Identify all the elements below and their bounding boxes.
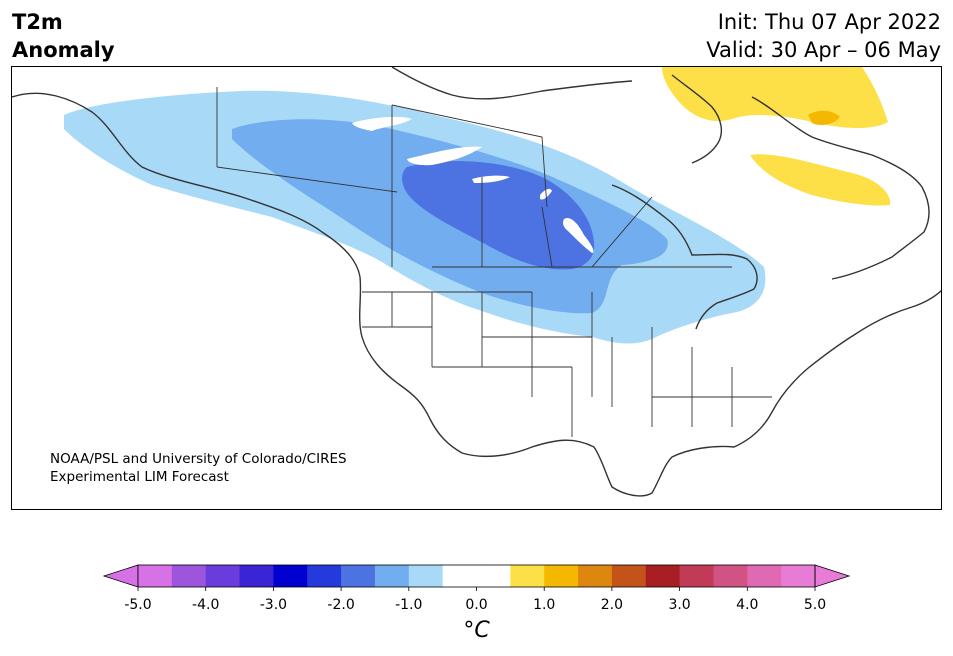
colorbar-cell: [578, 565, 613, 587]
colorbar-arrow-left: [102, 564, 139, 588]
anomaly-map: NOAA/PSL and University of Colorado/CIRE…: [11, 66, 942, 510]
colorbar-cell: [679, 565, 714, 587]
forecast-dates: Init: Thu 07 Apr 2022 Valid: 30 Apr – 06…: [706, 8, 941, 64]
lake-winnipeg: [563, 217, 594, 253]
credit-line-2: Experimental LIM Forecast: [50, 469, 229, 485]
colorbar-cells: [102, 564, 851, 588]
map-title: T2m Anomaly: [12, 8, 115, 64]
colorbar-tick-label: 3.0: [668, 597, 690, 613]
colorbar-cell: [645, 565, 681, 587]
political-borders: [216, 87, 772, 437]
colorbar-tick-label: 4.0: [736, 597, 758, 613]
colorbar-tick-label: -5.0: [124, 597, 151, 613]
valid-dates: Valid: 30 Apr – 06 May: [706, 38, 941, 62]
colorbar-cell: [171, 565, 207, 587]
coastlines: [12, 67, 941, 497]
colorbar-cell: [611, 565, 647, 587]
lake-great-slave: [407, 146, 482, 166]
colorbar-tick-label: 5.0: [804, 597, 826, 613]
colorbar-cell: [307, 565, 342, 587]
colorbar-cell: [273, 565, 308, 587]
colorbar: -5.0 -4.0 -3.0 -2.0 -1.0 0.0 1.0 2.0 3.0 4.0 5.0: [0, 560, 953, 656]
colorbar-cell: [747, 565, 782, 587]
colorbar-cell: [408, 565, 444, 587]
colorbar-cell: [138, 565, 173, 587]
colorbar-cell: [442, 565, 477, 587]
lake-athabasca: [472, 175, 510, 183]
lake-great-bear: [352, 116, 412, 131]
colorbar-arrow-right: [814, 564, 851, 588]
colorbar-cell: [341, 565, 376, 587]
colorbar-unit: °C: [463, 618, 490, 643]
colorbar-cell: [781, 565, 816, 587]
colorbar-tick-label: -2.0: [327, 597, 354, 613]
colorbar-tick-label: 2.0: [601, 597, 623, 613]
colorbar-tick-label: 1.0: [533, 597, 555, 613]
colorbar-cell: [510, 565, 545, 587]
anomaly-region-plus-0-5-baffin: [662, 67, 888, 129]
title-line-1: T2m: [12, 10, 63, 34]
colorbar-svg: -5.0 -4.0 -3.0 -2.0 -1.0 0.0 1.0 2.0 3.0 4.0 5.0: [102, 564, 851, 613]
colorbar-tick-label: -4.0: [192, 597, 219, 613]
colorbar-tick-label: -3.0: [260, 597, 287, 613]
colorbar-tick-label: 0.0: [465, 597, 487, 613]
anomaly-region-plus-0-5-labrador: [750, 154, 891, 206]
credit-line-1: NOAA/PSL and University of Colorado/CIRE…: [50, 451, 347, 467]
anomaly-region-plus-1-0-baffin: [808, 110, 840, 125]
colorbar-ticks: -5.0 -4.0 -3.0 -2.0 -1.0 0.0 1.0 2.0 3.0 4.0 5.0: [124, 587, 826, 613]
colorbar-cell: [205, 565, 241, 587]
map-canvas: [12, 67, 941, 497]
colorbar-cell: [544, 565, 579, 587]
title-line-2: Anomaly: [12, 38, 115, 62]
colorbar-cell: [476, 565, 511, 587]
colorbar-cell: [374, 565, 410, 587]
anomaly-region-minus-1-5: [402, 161, 595, 270]
colorbar-cell: [239, 565, 274, 587]
credit-text: NOAA/PSL and University of Colorado/CIRE…: [50, 450, 347, 486]
colorbar-cell: [713, 565, 748, 587]
colorbar-tick-label: -1.0: [395, 597, 422, 613]
init-date: Init: Thu 07 Apr 2022: [717, 10, 941, 34]
